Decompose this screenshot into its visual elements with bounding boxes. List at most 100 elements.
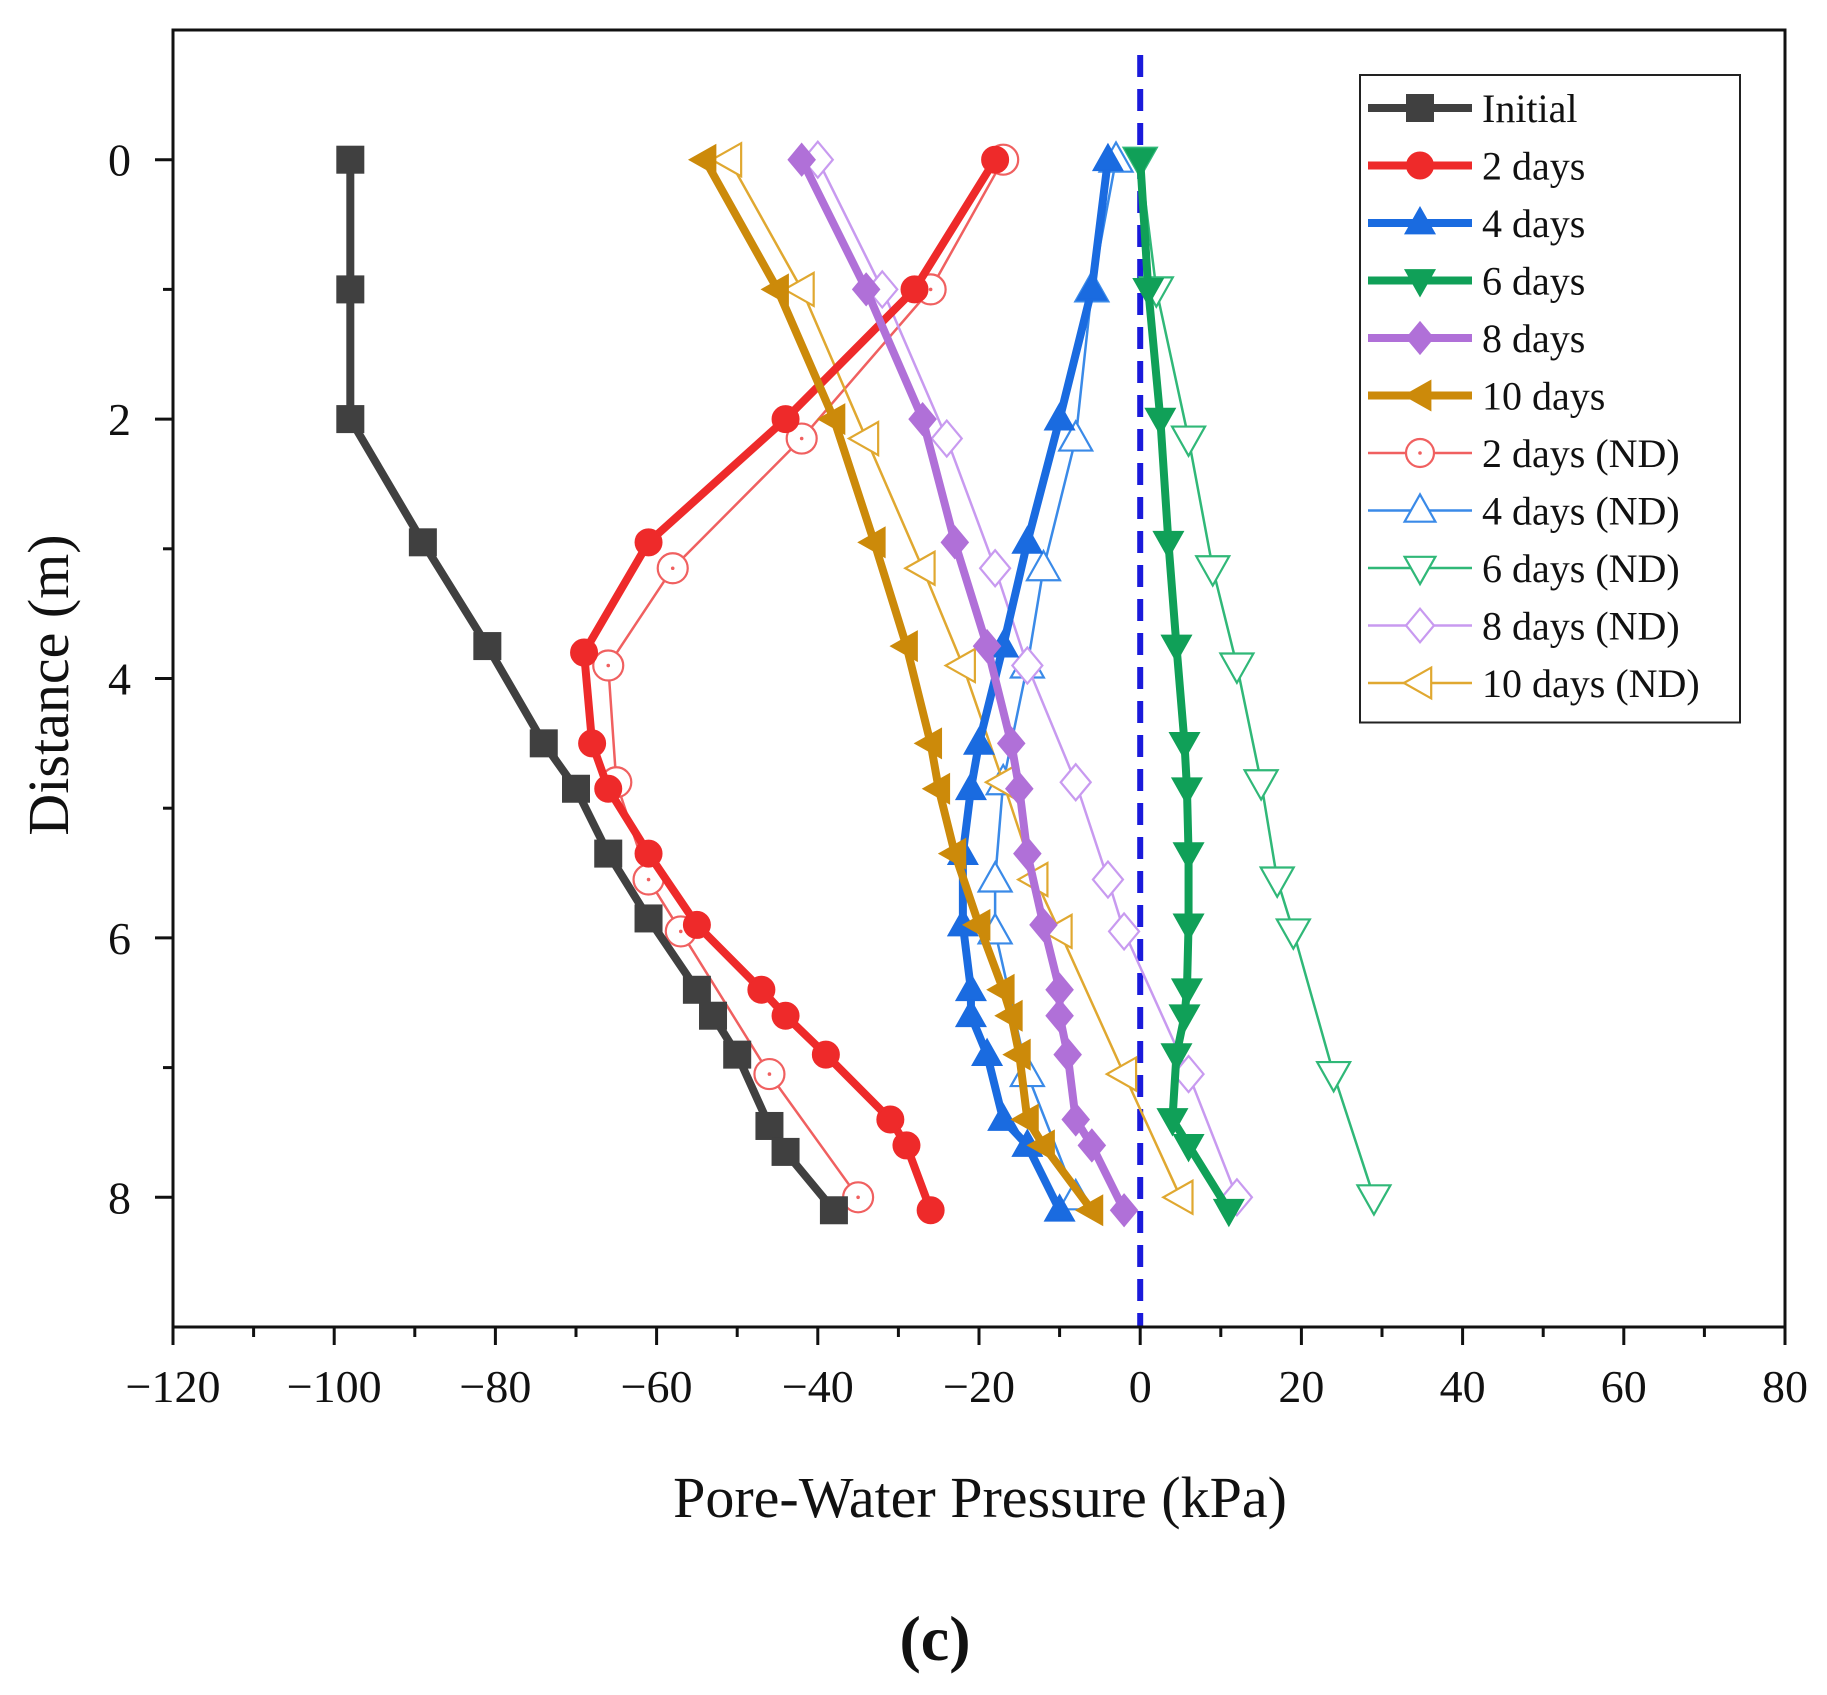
legend-label: 10 days (1482, 374, 1605, 419)
data-point-8-days-nd-3 (978, 548, 1012, 588)
legend-marker (1404, 606, 1436, 645)
legend-entry-2-days: 2 days (1368, 144, 1585, 189)
data-point-2-days-7 (634, 839, 663, 868)
legend-entry-4-days-nd: 4 days (ND) (1368, 489, 1680, 534)
data-point-2-days-nd-2-center-dot (799, 436, 804, 441)
legend-label: 8 days (1482, 316, 1585, 361)
data-point-4-days-14 (1043, 1193, 1076, 1222)
data-point-2-days-nd-6-center-dot (646, 877, 651, 882)
data-point-8-days-14 (1109, 1193, 1139, 1228)
axis-ticks: −120 −100 −80 −60 −40 −20 0 20 40 60 80 0 2 4 6 8 (108, 135, 1808, 1412)
data-point-10-days-0 (687, 143, 717, 176)
legend-marker (1402, 492, 1438, 523)
data-point-2-days-3 (634, 528, 663, 557)
data-point-initial-3 (408, 528, 437, 557)
legend-label: 6 days (1482, 259, 1585, 304)
series-layer (336, 139, 1393, 1228)
data-point-2-days-0 (981, 145, 1010, 174)
data-point-initial-5 (529, 729, 558, 758)
data-point-initial-2 (336, 405, 365, 434)
data-point-10-days-nd-2 (846, 420, 880, 457)
series-6-days-nd (1121, 146, 1393, 1217)
data-point-4-days-nd-3 (1025, 548, 1062, 582)
data-point-10-days-3 (857, 526, 886, 559)
data-point-2-days-4 (570, 638, 599, 667)
data-point-initial-10 (699, 1001, 728, 1030)
data-point-6-days-3 (1152, 530, 1185, 560)
data-point-6-days-nd-4 (1218, 652, 1256, 686)
data-point-8-days-3 (940, 525, 970, 560)
legend-entry-6-days: 6 days (1368, 259, 1585, 304)
legend-entry-10-days: 10 days (1368, 374, 1605, 419)
data-point-10-days-2 (816, 403, 846, 436)
data-point-8-days-nd-6 (1091, 859, 1125, 900)
data-point-6-days-nd-8 (1315, 1060, 1353, 1094)
legend-label: 10 days (ND) (1482, 661, 1700, 706)
data-point-10-days-nd-7 (1040, 913, 1073, 950)
data-point-6-days-2 (1144, 407, 1177, 437)
y-tick-label: 2 (108, 394, 131, 445)
data-point-2-days-nd-3-center-dot (670, 566, 675, 571)
data-point-4-days-3 (1011, 525, 1044, 554)
legend-entry-4-days: 4 days (1368, 201, 1585, 246)
data-point-2-days-11 (811, 1040, 840, 1069)
data-point-10-days-11 (1002, 1038, 1031, 1071)
series-initial (336, 145, 848, 1225)
data-point-initial-0 (336, 145, 365, 174)
data-point-6-days-0 (1124, 148, 1157, 177)
y-axis-title: Distance (m) (16, 534, 81, 835)
data-point-10-days-9 (986, 973, 1015, 1006)
data-point-6-days-10 (1168, 1004, 1201, 1033)
data-point-4-days-0 (1091, 142, 1124, 172)
data-point-2-days-nd-9-center-dot (856, 1195, 860, 1200)
data-point-6-days-4 (1160, 634, 1193, 664)
data-point-6-days-1 (1132, 278, 1165, 307)
legend-label: 4 days (1482, 201, 1585, 246)
data-point-10-days-10 (994, 999, 1023, 1032)
data-point-10-days-nd-0 (709, 141, 743, 179)
data-point-8-days-nd-4 (1010, 645, 1044, 686)
data-point-6-days-nd-3 (1194, 555, 1232, 588)
data-point-4-days-6 (954, 771, 987, 801)
series-6-days (1124, 148, 1245, 1228)
data-point-8-days-0 (787, 142, 816, 177)
legend-entry-2-days-nd: 2 days (ND) (1368, 431, 1680, 476)
legend-marker (1401, 665, 1433, 701)
data-point-8-days-10 (1045, 998, 1074, 1033)
legend-label: 8 days (ND) (1482, 604, 1680, 649)
data-point-10-days-7 (937, 837, 967, 870)
data-point-2-days-12 (876, 1105, 905, 1134)
data-point-10-days-8 (962, 908, 991, 941)
data-point-10-days-1 (760, 273, 789, 306)
legend-marker (1405, 320, 1435, 356)
data-point-6-days-nd-9 (1355, 1184, 1393, 1217)
data-point-8-days-4 (972, 628, 1002, 664)
data-point-8-days-2 (908, 401, 937, 437)
y-tick-label: 0 (108, 135, 131, 186)
data-point-8-days-nd-2 (930, 418, 964, 459)
data-point-8-days-5 (996, 726, 1026, 761)
x-tick-label: 60 (1601, 1361, 1647, 1412)
data-point-2-days-13 (892, 1131, 921, 1160)
data-point-10-days-5 (913, 727, 943, 760)
legend-label: 2 days (1482, 144, 1585, 189)
data-point-10-days-12 (1010, 1103, 1039, 1136)
legend: Initial 2 days 4 days 6 days 8 days 10 days 2 … (1359, 74, 1741, 724)
legend-label: 4 days (ND) (1482, 489, 1680, 534)
data-point-8-days-6 (1004, 771, 1034, 806)
panel-label: (c) (899, 1603, 970, 1674)
data-point-6-days-8 (1172, 913, 1205, 942)
x-tick-label: 20 (1278, 1361, 1324, 1412)
y-tick-label: 8 (108, 1172, 131, 1223)
data-point-6-days-9 (1170, 978, 1203, 1007)
data-point-2-days-nd-7-center-dot (678, 929, 683, 934)
x-tick-label: −120 (126, 1361, 221, 1412)
series-line-6-days-nd (1138, 158, 1376, 1199)
data-point-10-days-nd-8 (1104, 1055, 1138, 1093)
data-point-initial-1 (336, 275, 365, 304)
data-point-6-days-14 (1212, 1198, 1245, 1228)
data-point-6-days-12 (1156, 1108, 1189, 1137)
data-point-10-days-nd-3 (903, 549, 936, 587)
legend-entry-10-days-nd: 10 days (ND) (1368, 661, 1700, 706)
